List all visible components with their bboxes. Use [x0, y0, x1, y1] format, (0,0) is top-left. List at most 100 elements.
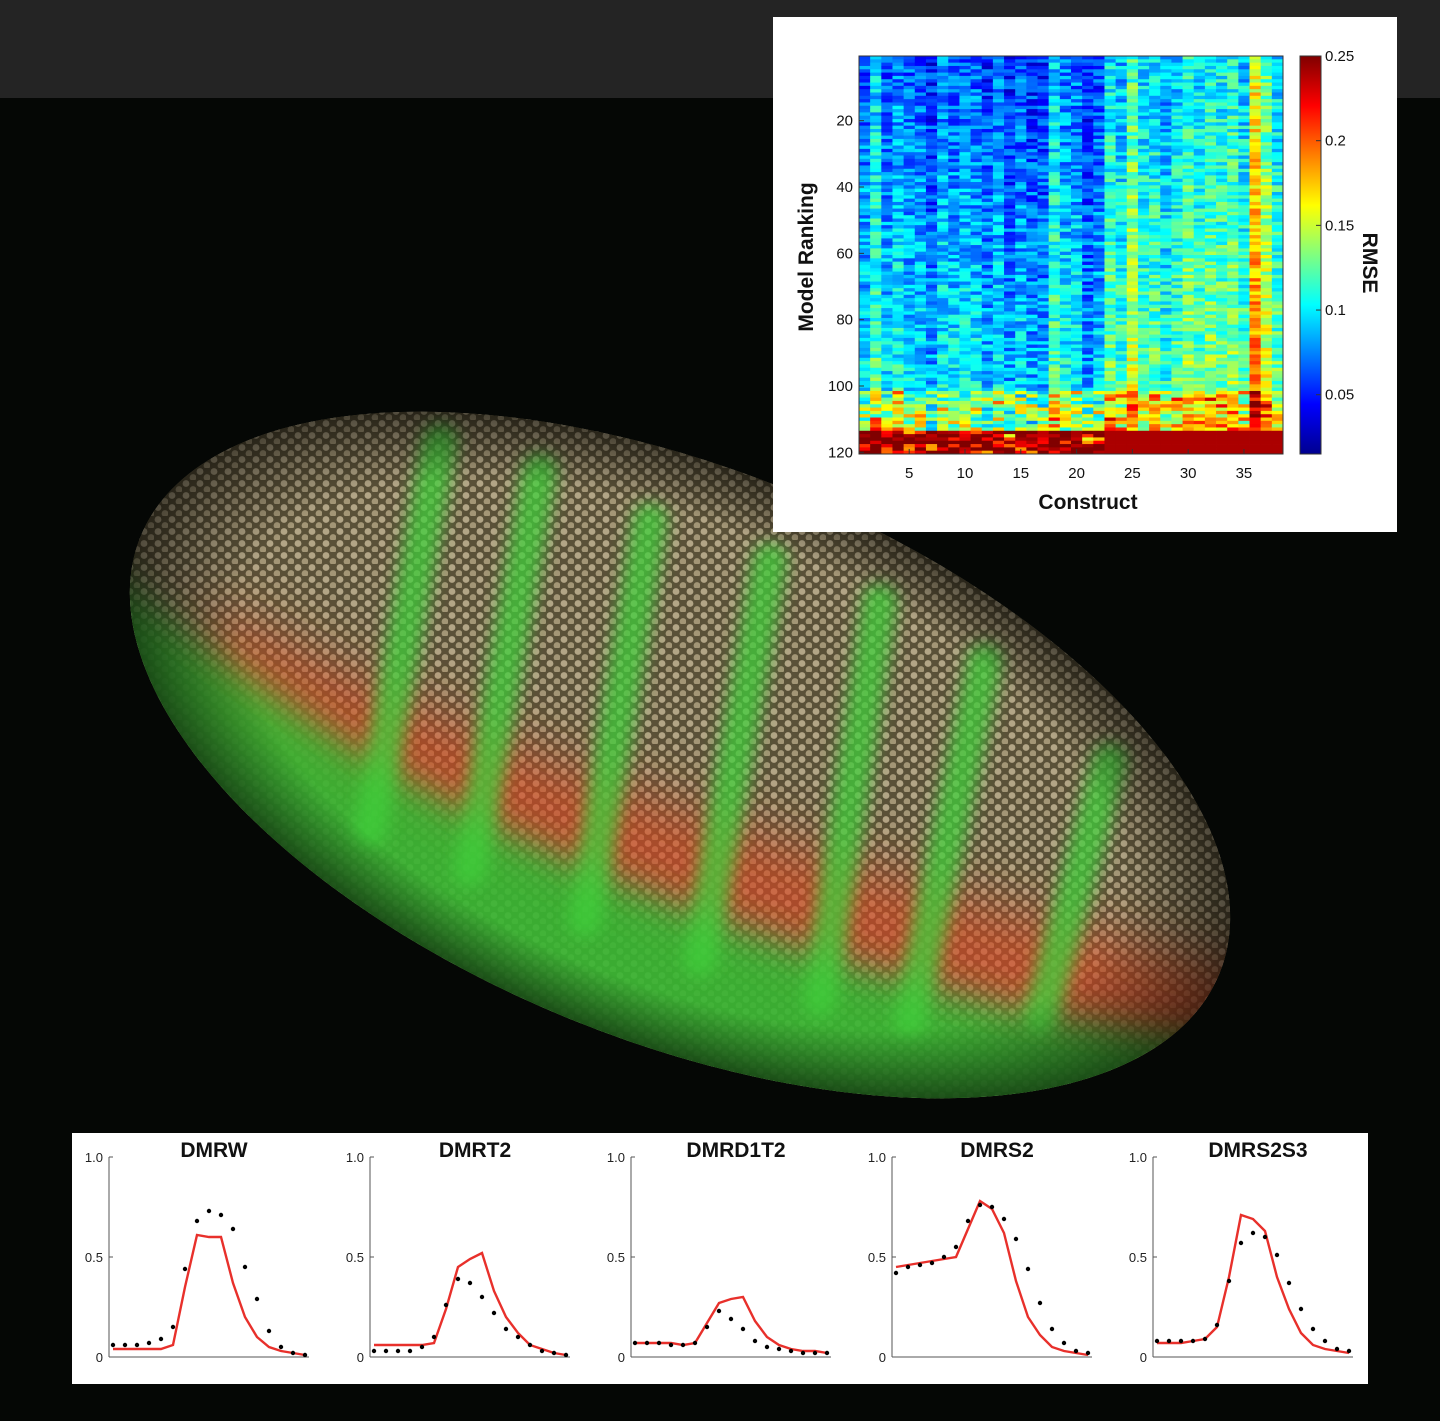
heatmap-cell	[1149, 72, 1161, 77]
heatmap-cell	[1071, 410, 1083, 415]
heatmap-cell	[1037, 56, 1050, 60]
heatmap-cell	[1059, 215, 1072, 219]
heatmap-cell	[1126, 195, 1139, 200]
heatmap-cell	[992, 248, 1005, 253]
measured-data-point	[1166, 1338, 1172, 1344]
heatmap-cell	[1238, 109, 1250, 113]
heatmap-cell	[1104, 278, 1117, 282]
heatmap-cell	[1160, 410, 1172, 415]
heatmap-cell	[1204, 344, 1217, 349]
heatmap-cell	[1271, 62, 1284, 67]
heatmap-cell	[1093, 387, 1105, 392]
heatmap-cell	[1160, 291, 1172, 296]
heatmap-cell	[1104, 122, 1117, 127]
heatmap-cell	[1026, 112, 1038, 117]
heatmap-cell	[914, 268, 927, 272]
heatmap-cell	[1238, 390, 1250, 395]
heatmap-cell	[870, 281, 882, 286]
heatmap-cell	[914, 427, 927, 432]
heatmap-cell	[925, 158, 938, 163]
heatmap-cell	[1271, 255, 1284, 259]
heatmap-cell	[1037, 364, 1050, 369]
heatmap-cell	[1227, 152, 1239, 156]
heatmap-cell	[892, 185, 905, 190]
heatmap-cell	[914, 400, 927, 405]
heatmap-cell	[892, 135, 905, 140]
heatmap-cell	[1126, 384, 1139, 389]
heatmap-cell	[1227, 195, 1239, 200]
heatmap-cell	[903, 92, 916, 97]
heatmap-cell	[1059, 291, 1072, 296]
heatmap-cell	[903, 185, 916, 190]
heatmap-cell	[1126, 138, 1139, 143]
heatmap-cell	[1193, 311, 1206, 316]
heatmap-cell	[1059, 341, 1072, 345]
heatmap-cell	[959, 182, 971, 186]
heatmap-cell	[925, 248, 938, 253]
heatmap-cell	[1026, 82, 1038, 87]
measured-data-point	[692, 1340, 698, 1346]
heatmap-cell	[992, 400, 1005, 405]
heatmap-cell	[981, 258, 994, 263]
heatmap-cell	[1227, 155, 1239, 160]
heatmap-cell	[1227, 417, 1239, 422]
heatmap-cell	[881, 125, 893, 130]
heatmap-cell	[1004, 188, 1016, 193]
heatmap-cell	[1126, 337, 1139, 342]
heatmap-cell	[992, 264, 1005, 269]
heatmap-cell	[1238, 148, 1250, 153]
heatmap-cell	[881, 347, 893, 352]
heatmap-cell	[1238, 381, 1250, 385]
heatmap-cell	[948, 105, 960, 110]
heatmap-cell	[892, 231, 905, 236]
heatmap-cell	[892, 351, 905, 355]
heatmap-cell	[1193, 387, 1206, 392]
heatmap-cell	[1082, 148, 1094, 153]
heatmap-cell	[903, 427, 916, 432]
heatmap-cell	[1015, 291, 1027, 296]
heatmap-cell	[1137, 430, 1150, 435]
heatmap-cell	[1227, 255, 1239, 259]
heatmap-cell	[870, 231, 882, 236]
heatmap-cell	[1149, 274, 1161, 279]
heatmap-cell	[1171, 231, 1183, 236]
heatmap-cell	[1227, 288, 1239, 292]
heatmap-cell	[1137, 56, 1150, 60]
heatmap-cell	[914, 158, 927, 163]
heatmap-cell	[859, 298, 871, 302]
heatmap-cell	[1126, 255, 1139, 259]
heatmap-cell	[1149, 218, 1161, 223]
heatmap-cell	[1216, 188, 1228, 193]
heatmap-cell	[1271, 258, 1284, 263]
measured-data-point	[206, 1208, 212, 1214]
heatmap-cell	[1093, 337, 1105, 342]
heatmap-cell	[881, 225, 893, 229]
measured-data-point	[953, 1244, 959, 1250]
heatmap-cell	[925, 291, 938, 296]
heatmap-cell	[981, 112, 994, 117]
heatmap-cell	[1082, 284, 1094, 289]
heatmap-cell	[1249, 128, 1262, 133]
heatmap-cell	[1260, 152, 1273, 156]
heatmap-cell	[1271, 354, 1284, 359]
heatmap-cell	[1160, 397, 1172, 402]
heatmap-cell	[903, 264, 916, 269]
heatmap-cell	[1171, 264, 1183, 269]
heatmap-cell	[959, 105, 971, 110]
heatmap-cell	[1015, 410, 1027, 415]
measured-data-point	[1238, 1240, 1244, 1246]
heatmap-cell	[881, 105, 893, 110]
heatmap-cell	[1204, 447, 1217, 452]
heatmap-cell	[992, 175, 1005, 180]
heatmap-cell	[1048, 308, 1061, 312]
heatmap-cell	[1204, 109, 1217, 113]
heatmap-y-label: Model Ranking	[795, 182, 818, 331]
heatmap-cell	[959, 211, 971, 216]
heatmap-cell	[1004, 447, 1016, 452]
heatmap-cell	[948, 188, 960, 193]
heatmap-cell	[1026, 228, 1038, 233]
heatmap-cell	[1137, 314, 1150, 319]
heatmap-cell	[1126, 135, 1139, 140]
heatmap-cell	[1260, 440, 1273, 445]
heatmap-cell	[1048, 188, 1061, 193]
